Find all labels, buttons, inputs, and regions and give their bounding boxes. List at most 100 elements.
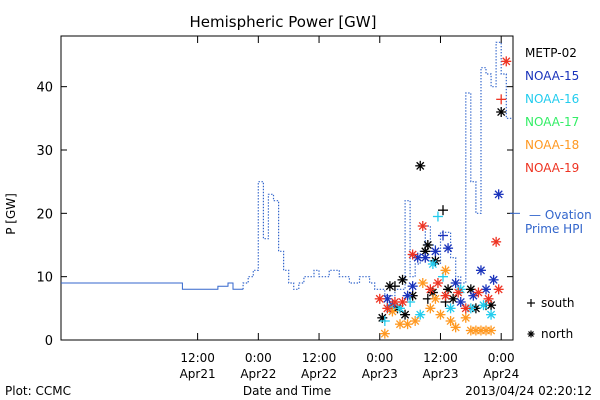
marker-stroke bbox=[454, 288, 463, 297]
north-marker bbox=[486, 325, 497, 336]
x-tick-date: Apr24 bbox=[483, 367, 519, 381]
marker-stroke bbox=[423, 240, 432, 250]
marker-stroke bbox=[494, 190, 503, 199]
marker-stroke bbox=[446, 316, 455, 326]
legend-entry: NOAA-19 bbox=[525, 161, 579, 175]
marker-stroke bbox=[451, 323, 460, 332]
x-axis-label: Date and Time bbox=[243, 384, 331, 398]
north-marker bbox=[415, 309, 426, 320]
marker-stroke bbox=[487, 301, 496, 310]
south-marker bbox=[438, 230, 449, 241]
north-marker bbox=[407, 249, 418, 260]
north-marker bbox=[422, 240, 433, 250]
north-marker bbox=[445, 303, 456, 314]
north-marker bbox=[491, 236, 502, 247]
north-marker bbox=[425, 284, 436, 295]
north-marker bbox=[400, 309, 411, 320]
x-tick-time: 12:00 bbox=[423, 351, 458, 365]
south-marker bbox=[379, 316, 390, 326]
marker-stroke bbox=[479, 301, 488, 310]
marker-stroke bbox=[487, 326, 496, 335]
ovation-legend-name: — Ovation bbox=[529, 208, 592, 222]
plot-timestamp: 2013/04/24 02:20:12 bbox=[465, 384, 592, 398]
north-marker bbox=[402, 290, 413, 301]
y-tick-label: 30 bbox=[36, 144, 53, 159]
north-marker bbox=[417, 278, 428, 288]
marker-stroke bbox=[418, 278, 427, 288]
x-tick-time: 12:00 bbox=[302, 351, 337, 365]
marker-stroke bbox=[441, 291, 450, 300]
north-marker bbox=[460, 312, 471, 323]
north-marker bbox=[455, 297, 466, 307]
north-marker bbox=[397, 297, 408, 307]
north-marker bbox=[481, 284, 492, 295]
legend-entry: NOAA-18 bbox=[525, 138, 579, 152]
north-marker bbox=[496, 107, 507, 117]
north-marker bbox=[478, 300, 489, 311]
legend-entry: METP-02 bbox=[525, 46, 577, 60]
legend: METP-02 NOAA-15 NOAA-16 NOAA-17 NOAA-18 NOAA-… bbox=[510, 46, 592, 341]
marker-stroke bbox=[390, 297, 399, 307]
marker-stroke bbox=[456, 297, 465, 307]
north-marker bbox=[415, 160, 426, 171]
north-marker bbox=[379, 328, 390, 339]
north-marker bbox=[387, 306, 398, 317]
north-marker bbox=[450, 278, 461, 288]
marker-stroke bbox=[408, 282, 417, 291]
north-marker bbox=[382, 303, 393, 314]
marker-stroke bbox=[489, 275, 498, 284]
y-tick-label: 10 bbox=[36, 271, 53, 286]
north-marker bbox=[450, 322, 461, 333]
y-axis: 0 10 20 30 40 bbox=[36, 81, 513, 349]
north-marker bbox=[493, 284, 504, 295]
marker-stroke bbox=[395, 320, 405, 329]
marker-stroke bbox=[446, 304, 455, 313]
north-marker bbox=[460, 303, 471, 314]
marker-stroke bbox=[416, 161, 425, 170]
marker-stroke bbox=[421, 253, 430, 262]
marker-stroke bbox=[411, 316, 420, 326]
north-marker bbox=[468, 290, 479, 301]
y-axis-label: P [GW] bbox=[4, 193, 18, 235]
marker-stroke bbox=[401, 310, 410, 319]
marker-stroke bbox=[451, 278, 460, 288]
marker-stroke bbox=[413, 253, 422, 262]
north-marker bbox=[488, 274, 499, 285]
x-tick-date: Apr22 bbox=[240, 367, 276, 381]
north-marker bbox=[453, 287, 464, 298]
north-marker bbox=[448, 293, 459, 304]
north-marker bbox=[402, 319, 413, 330]
ovation-dotted-segment bbox=[242, 41, 513, 297]
north-marker bbox=[430, 246, 441, 257]
x-tick-date: Apr22 bbox=[301, 367, 337, 381]
y-tick-label: 40 bbox=[36, 81, 53, 96]
x-tick-time: 12:00 bbox=[180, 351, 215, 365]
x-tick-time: 0:00 bbox=[366, 351, 393, 365]
satellite-markers bbox=[374, 56, 512, 339]
legend-entry: NOAA-16 bbox=[525, 92, 579, 106]
x-tick-date: Apr21 bbox=[180, 367, 216, 381]
south-marker bbox=[389, 281, 400, 292]
marker-stroke bbox=[461, 313, 470, 322]
marker-stroke bbox=[494, 285, 503, 294]
marker-key-symbol bbox=[527, 299, 535, 307]
north-marker bbox=[435, 309, 446, 320]
x-tick-date: Apr23 bbox=[422, 367, 458, 381]
marker-stroke bbox=[383, 304, 392, 313]
chart-title: Hemispheric Power [GW] bbox=[190, 13, 377, 31]
marker-stroke bbox=[375, 294, 384, 303]
marker-key-symbol bbox=[527, 330, 535, 338]
marker-stroke bbox=[383, 294, 392, 303]
marker-stroke bbox=[444, 244, 453, 253]
north-marker bbox=[483, 293, 494, 304]
marker-stroke bbox=[431, 247, 440, 256]
north-marker bbox=[397, 274, 408, 285]
marker-stroke bbox=[433, 278, 443, 288]
north-marker bbox=[417, 221, 428, 231]
marker-stroke bbox=[388, 307, 397, 316]
north-marker bbox=[473, 287, 484, 298]
x-tick-time: 0:00 bbox=[488, 351, 515, 365]
marker-key-label: north bbox=[541, 327, 573, 341]
north-marker bbox=[425, 303, 436, 314]
